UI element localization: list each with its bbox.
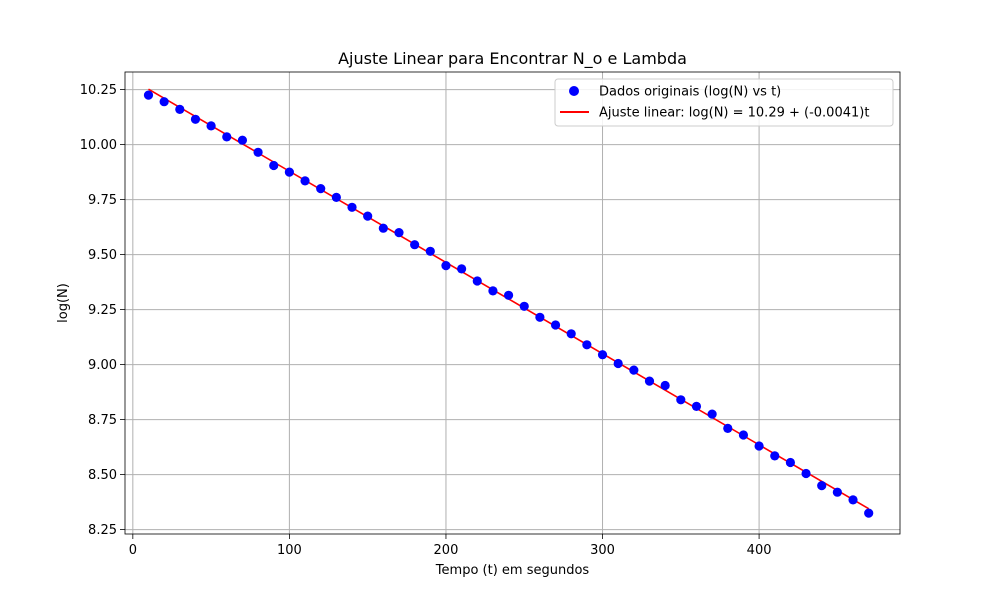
y-tick-label: 10.25	[80, 83, 117, 98]
data-point	[597, 350, 608, 360]
data-point	[832, 487, 842, 497]
data-point	[143, 90, 154, 100]
data-point	[206, 121, 216, 131]
y-tick-label: 8.75	[88, 413, 117, 428]
y-tick-label: 9.25	[88, 303, 117, 318]
data-point	[425, 246, 435, 256]
data-point	[644, 376, 655, 386]
data-point	[754, 441, 764, 451]
y-axis-label: log(N)	[56, 283, 71, 323]
x-tick-label: 200	[434, 543, 459, 558]
data-point	[801, 468, 811, 479]
legend-scatter-marker	[569, 86, 579, 96]
legend-label-scatter: Dados originais (log(N) vs t)	[599, 85, 781, 100]
data-point	[660, 380, 670, 391]
plot-frame	[124, 71, 901, 535]
y-axis: 8.25 8.50 8.75 9.00 9.25 9.50 9.75 10.00 10.25	[80, 83, 125, 538]
legend: Dados originais (log(N) vs t) Ajuste lin…	[554, 78, 894, 127]
data-point	[378, 223, 388, 233]
data-point	[613, 358, 623, 369]
data-point	[535, 312, 545, 322]
chart-title: Ajuste Linear para Encontrar N_o e Lambd…	[338, 49, 687, 69]
data-point	[770, 451, 780, 461]
data-point	[441, 261, 451, 271]
data-point	[410, 240, 420, 250]
y-tick-label: 9.00	[88, 358, 117, 373]
y-tick-label: 9.50	[88, 248, 117, 263]
data-point	[738, 430, 749, 440]
x-axis: 0 100 200 300 400	[129, 534, 772, 558]
y-tick-label: 8.25	[88, 523, 117, 538]
data-point	[175, 104, 185, 114]
data-point	[237, 135, 248, 145]
scatter-points	[143, 90, 874, 518]
data-point	[582, 340, 592, 350]
x-tick-label: 100	[277, 543, 302, 558]
x-tick-label: 400	[747, 543, 772, 558]
y-tick-label: 9.75	[88, 193, 117, 208]
legend-box	[554, 78, 894, 127]
y-tick-label: 8.50	[88, 468, 117, 483]
data-point	[566, 329, 576, 339]
y-tick-label: 10.00	[80, 138, 117, 153]
data-point	[284, 167, 294, 177]
x-axis-label: Tempo (t) em segundos	[435, 563, 590, 578]
data-point	[190, 114, 201, 124]
data-point	[503, 290, 514, 300]
data-point	[723, 423, 733, 433]
data-point	[676, 395, 686, 405]
data-point	[864, 508, 874, 518]
data-point	[457, 264, 467, 274]
data-point	[316, 184, 326, 194]
data-point	[363, 211, 373, 221]
data-point	[691, 401, 702, 411]
data-point	[472, 276, 482, 286]
data-point	[707, 409, 717, 419]
x-tick-label: 0	[129, 543, 137, 558]
data-point	[159, 97, 169, 107]
legend-label-fit: Ajuste linear: log(N) = 10.29 + (-0.0041…	[599, 106, 869, 121]
data-point	[785, 457, 796, 468]
data-point	[222, 132, 232, 142]
data-point	[347, 202, 357, 212]
data-point	[519, 301, 529, 311]
data-point	[300, 176, 310, 186]
data-point	[550, 320, 561, 330]
data-point	[394, 228, 404, 238]
data-point	[488, 286, 498, 296]
data-point	[253, 147, 263, 157]
data-point	[848, 495, 858, 505]
data-point	[269, 160, 279, 171]
data-point	[629, 365, 639, 375]
data-point	[331, 192, 341, 202]
x-tick-label: 300	[590, 543, 615, 558]
data-point	[817, 481, 827, 491]
